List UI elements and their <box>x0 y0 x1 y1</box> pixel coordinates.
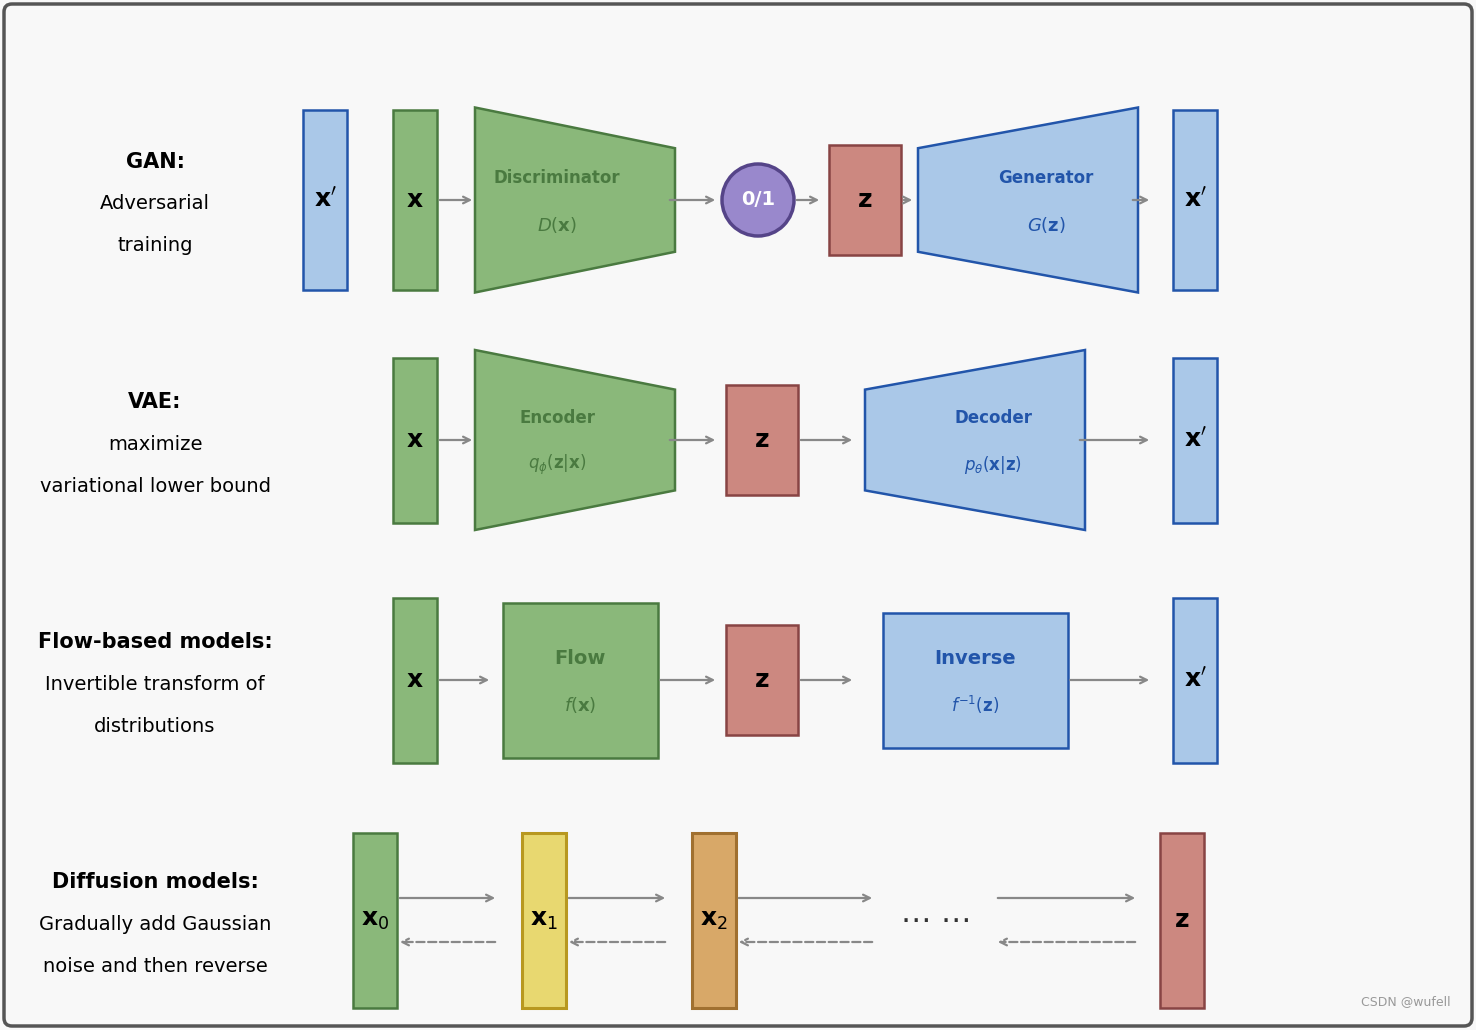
FancyBboxPatch shape <box>303 110 347 290</box>
Text: Generator: Generator <box>998 169 1094 187</box>
Text: $\mathbf{x'}$: $\mathbf{x'}$ <box>313 188 337 212</box>
Text: $D(\mathbf{x})$: $D(\mathbf{x})$ <box>537 215 577 235</box>
Text: Gradually add Gaussian: Gradually add Gaussian <box>38 915 272 933</box>
FancyBboxPatch shape <box>1173 110 1218 290</box>
Text: GAN:: GAN: <box>125 152 184 172</box>
FancyBboxPatch shape <box>883 613 1067 748</box>
Text: $\mathbf{x}_2$: $\mathbf{x}_2$ <box>700 908 728 932</box>
Text: Adversarial: Adversarial <box>100 195 210 213</box>
Text: $\mathbf{z}$: $\mathbf{z}$ <box>1175 908 1190 932</box>
FancyBboxPatch shape <box>502 603 657 757</box>
Text: Flow: Flow <box>555 649 605 667</box>
Text: $\cdots\ \cdots$: $\cdots\ \cdots$ <box>900 905 970 934</box>
FancyBboxPatch shape <box>830 145 900 255</box>
Text: $\mathbf{x}_1$: $\mathbf{x}_1$ <box>530 908 558 932</box>
Text: VAE:: VAE: <box>128 392 182 412</box>
Text: Decoder: Decoder <box>953 409 1032 427</box>
Text: $\mathbf{z}$: $\mathbf{z}$ <box>858 188 872 212</box>
FancyBboxPatch shape <box>1173 597 1218 762</box>
Text: distributions: distributions <box>94 717 215 735</box>
Text: Invertible transform of: Invertible transform of <box>46 675 264 693</box>
Text: Encoder: Encoder <box>520 409 595 427</box>
Text: $\mathbf{x}_0$: $\mathbf{x}_0$ <box>360 908 390 932</box>
FancyBboxPatch shape <box>393 110 437 290</box>
Text: $\mathbf{z}$: $\mathbf{z}$ <box>754 668 769 692</box>
Text: $q_\phi(\mathbf{z}|\mathbf{x})$: $q_\phi(\mathbf{z}|\mathbf{x})$ <box>528 453 586 477</box>
Text: Inverse: Inverse <box>934 649 1015 667</box>
Text: $\mathbf{z}$: $\mathbf{z}$ <box>754 428 769 452</box>
FancyBboxPatch shape <box>4 4 1472 1026</box>
Polygon shape <box>475 350 675 530</box>
Text: $\mathbf{x}$: $\mathbf{x}$ <box>406 428 424 452</box>
Text: $\mathbf{x'}$: $\mathbf{x'}$ <box>1184 188 1206 212</box>
FancyBboxPatch shape <box>393 357 437 522</box>
FancyBboxPatch shape <box>1160 832 1204 1007</box>
Text: $p_\theta(\mathbf{x}|\mathbf{z})$: $p_\theta(\mathbf{x}|\mathbf{z})$ <box>964 454 1021 476</box>
Text: $f(\mathbf{x})$: $f(\mathbf{x})$ <box>564 695 596 715</box>
FancyBboxPatch shape <box>1173 357 1218 522</box>
Text: training: training <box>117 237 193 255</box>
Text: noise and then reverse: noise and then reverse <box>43 957 267 975</box>
FancyBboxPatch shape <box>692 832 737 1007</box>
Text: 0/1: 0/1 <box>741 191 775 209</box>
Ellipse shape <box>722 164 794 236</box>
Text: $\mathbf{x}$: $\mathbf{x}$ <box>406 188 424 212</box>
Text: $\mathbf{x}$: $\mathbf{x}$ <box>406 668 424 692</box>
Text: $f^{-1}(\mathbf{z})$: $f^{-1}(\mathbf{z})$ <box>951 694 999 716</box>
Text: maximize: maximize <box>108 435 202 453</box>
FancyBboxPatch shape <box>726 625 799 735</box>
Text: Flow-based models:: Flow-based models: <box>37 632 273 652</box>
FancyBboxPatch shape <box>726 385 799 495</box>
FancyBboxPatch shape <box>393 597 437 762</box>
Text: CSDN @wufell: CSDN @wufell <box>1361 995 1451 1008</box>
Polygon shape <box>918 107 1138 293</box>
Text: variational lower bound: variational lower bound <box>40 477 270 495</box>
Text: $\mathbf{x'}$: $\mathbf{x'}$ <box>1184 668 1206 692</box>
Text: $G(\mathbf{z})$: $G(\mathbf{z})$ <box>1026 215 1066 235</box>
Text: Diffusion models:: Diffusion models: <box>52 872 258 892</box>
Text: Discriminator: Discriminator <box>493 169 620 187</box>
Polygon shape <box>865 350 1085 530</box>
FancyBboxPatch shape <box>523 832 565 1007</box>
Polygon shape <box>475 107 675 293</box>
Text: $\mathbf{x'}$: $\mathbf{x'}$ <box>1184 428 1206 452</box>
FancyBboxPatch shape <box>353 832 397 1007</box>
